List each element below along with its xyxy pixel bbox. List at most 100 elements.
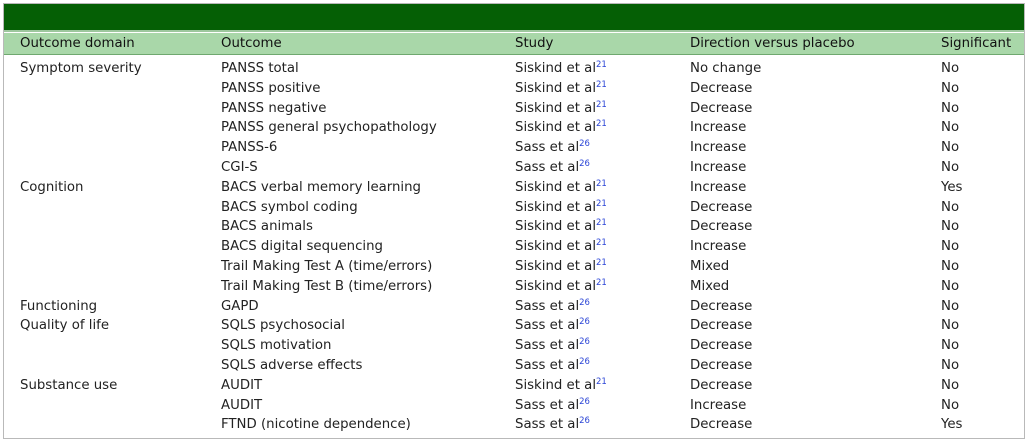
outcome-cell: BACS animals (221, 219, 313, 235)
study-name: Sass et al (515, 159, 580, 175)
study-cell: Siskind et al21 (515, 237, 607, 257)
reference-link[interactable]: 26 (579, 356, 590, 367)
reference-link[interactable]: 21 (596, 277, 607, 288)
reference-link[interactable]: 26 (579, 416, 590, 427)
study-cell: Sass et al26 (515, 336, 590, 356)
reference-link[interactable]: 26 (579, 139, 590, 150)
study-name: Siskind et al (515, 179, 597, 195)
study-name: Sass et al (515, 298, 580, 314)
study-name: Siskind et al (515, 100, 597, 116)
significant-cell: No (941, 258, 960, 274)
significant-cell: No (941, 239, 960, 255)
significant-cell: No (941, 120, 960, 136)
study-name: Siskind et al (515, 61, 597, 76)
reference-link[interactable]: 26 (579, 337, 590, 348)
reference-link[interactable]: 21 (596, 198, 607, 209)
study-name: Siskind et al (515, 278, 597, 294)
study-cell: Siskind et al21 (515, 99, 607, 119)
study-cell: Sass et al26 (515, 158, 590, 178)
study-name: Sass et al (515, 140, 580, 156)
outcome-domain-cell: Functioning (20, 298, 98, 314)
direction-cell: Increase (690, 159, 747, 175)
table-frame (3, 3, 1025, 439)
significant-cell: No (941, 61, 960, 76)
significant-cell: No (941, 219, 960, 235)
direction-cell: Increase (690, 239, 747, 255)
table-row: SQLS motivation Sass et al26 Decrease No (0, 336, 1029, 356)
outcome-cell: PANSS-6 (221, 140, 278, 156)
reference-link[interactable]: 26 (579, 396, 590, 407)
significant-cell: Yes (941, 179, 963, 195)
table-row: BACS animals Siskind et al21 Decrease No (0, 217, 1029, 237)
study-cell: Siskind et al21 (515, 198, 607, 218)
direction-cell: Decrease (690, 417, 753, 433)
study-cell: Sass et al26 (515, 138, 590, 158)
header-outcome-domain: Outcome domain (20, 36, 135, 51)
study-cell: Siskind et al21 (515, 178, 607, 198)
study-cell: Siskind et al21 (515, 118, 607, 138)
direction-cell: Increase (690, 120, 747, 136)
table-row: Symptom severity PANSS total Siskind et al… (0, 59, 1029, 79)
outcome-cell: CGI-S (221, 159, 258, 175)
study-name: Siskind et al (515, 258, 597, 274)
reference-link[interactable]: 21 (596, 178, 607, 189)
outcome-cell: PANSS total (221, 61, 299, 76)
outcome-cell: Trail Making Test A (time/errors) (221, 258, 433, 274)
study-cell: Sass et al26 (515, 415, 590, 435)
study-name: Siskind et al (515, 219, 597, 235)
outcome-domain-cell: Symptom severity (20, 61, 142, 76)
outcome-domain-cell: Cognition (20, 179, 84, 195)
significant-cell: No (941, 377, 960, 393)
reference-link[interactable]: 26 (579, 297, 590, 308)
table-title-bar (3, 3, 1025, 32)
table-row: Trail Making Test B (time/errors) Siskind… (0, 277, 1029, 297)
table-row: BACS digital sequencing Siskind et al21 In… (0, 237, 1029, 257)
significant-cell: No (941, 80, 960, 96)
significant-cell: Yes (941, 417, 963, 433)
reference-link[interactable]: 26 (579, 158, 590, 169)
direction-cell: Mixed (690, 278, 730, 294)
outcome-cell: PANSS positive (221, 80, 321, 96)
header-direction: Direction versus placebo (690, 36, 855, 51)
table-row: CGI-S Sass et al26 Increase No (0, 158, 1029, 178)
reference-link[interactable]: 26 (579, 317, 590, 328)
reference-link[interactable]: 21 (596, 257, 607, 268)
study-cell: Sass et al26 (515, 396, 590, 416)
study-name: Sass et al (515, 318, 580, 334)
table-row: Substance use AUDIT Siskind et al21 Decreas… (0, 376, 1029, 396)
direction-cell: Decrease (690, 338, 753, 354)
study-name: Sass et al (515, 397, 580, 413)
direction-cell: Decrease (690, 318, 753, 334)
study-cell: Siskind et al21 (515, 277, 607, 297)
reference-link[interactable]: 21 (596, 119, 607, 130)
outcome-cell: AUDIT (221, 397, 263, 413)
table-row: Functioning GAPD Sass et al26 Decrease No (0, 297, 1029, 317)
reference-link[interactable]: 21 (596, 238, 607, 249)
header-study: Study (515, 36, 554, 51)
outcome-cell: SQLS adverse effects (221, 357, 363, 373)
outcome-cell: PANSS negative (221, 100, 327, 116)
outcome-cell: BACS digital sequencing (221, 239, 383, 255)
table-row: Cognition BACS verbal memory learning Sisk… (0, 178, 1029, 198)
outcome-cell: SQLS psychosocial (221, 318, 346, 334)
study-name: Siskind et al (515, 239, 597, 255)
significant-cell: No (941, 298, 960, 314)
study-name: Siskind et al (515, 120, 597, 136)
study-cell: Sass et al26 (515, 316, 590, 336)
reference-link[interactable]: 21 (596, 218, 607, 229)
reference-link[interactable]: 21 (596, 99, 607, 110)
study-name: Siskind et al (515, 377, 597, 393)
reference-link[interactable]: 21 (596, 79, 607, 90)
reference-link[interactable]: 21 (596, 376, 607, 387)
study-name: Siskind et al (515, 199, 597, 215)
study-cell: Siskind et al21 (515, 59, 607, 79)
outcome-domain-cell: Quality of life (20, 318, 110, 334)
outcome-cell: SQLS motivation (221, 338, 332, 354)
study-cell: Sass et al26 (515, 356, 590, 376)
study-name: Sass et al (515, 338, 580, 354)
reference-link[interactable]: 21 (596, 60, 607, 70)
direction-cell: Increase (690, 397, 747, 413)
direction-cell: Decrease (690, 357, 753, 373)
table-row: PANSS negative Siskind et al21 Decrease No (0, 99, 1029, 119)
outcome-cell: BACS symbol coding (221, 199, 358, 215)
